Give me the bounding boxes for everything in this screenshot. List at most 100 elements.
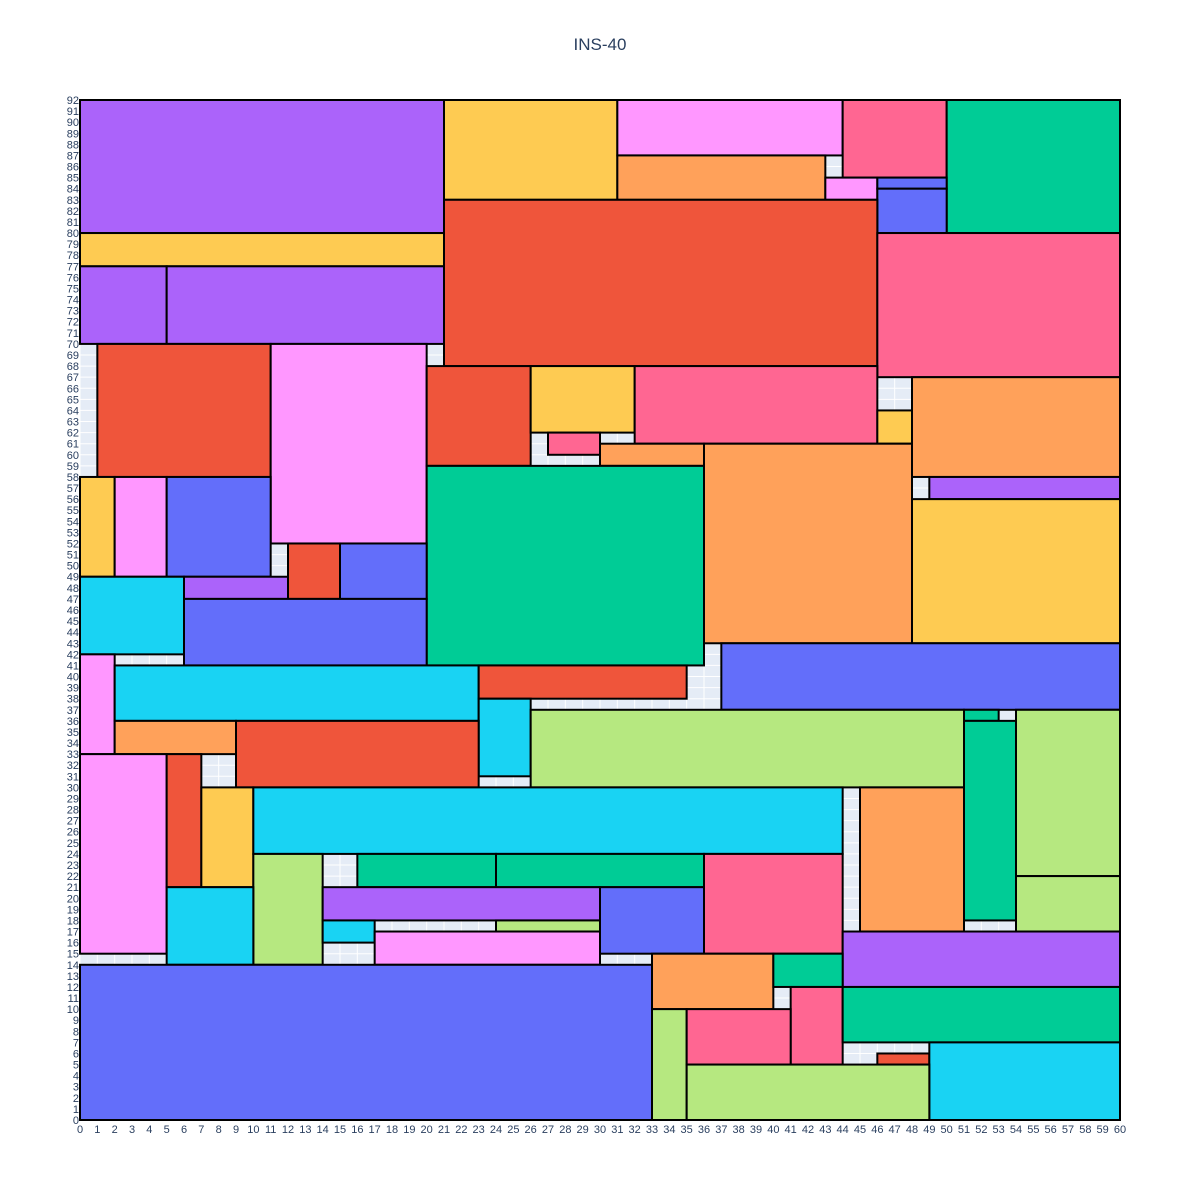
y-tick-label: 23 bbox=[67, 860, 79, 872]
x-tick-label: 14 bbox=[317, 1124, 329, 1136]
rectangle-39 bbox=[477, 697, 532, 778]
y-tick-label: 1 bbox=[73, 1104, 79, 1116]
x-tick-label: 53 bbox=[993, 1124, 1005, 1136]
rectangle-8 bbox=[876, 187, 948, 235]
x-tick-label: 30 bbox=[594, 1124, 606, 1136]
y-tick-label: 90 bbox=[67, 117, 79, 129]
y-tick-label: 65 bbox=[67, 394, 79, 406]
rectangle-35 bbox=[720, 642, 1121, 711]
y-tick-label: 5 bbox=[73, 1060, 79, 1072]
y-tick-label: 64 bbox=[67, 405, 79, 417]
x-tick-label: 52 bbox=[975, 1124, 987, 1136]
rectangle-62 bbox=[841, 930, 1122, 988]
y-tick-label: 81 bbox=[67, 217, 79, 229]
rectangle-30 bbox=[287, 542, 341, 600]
y-tick-label: 4 bbox=[73, 1071, 79, 1083]
y-tick-label: 62 bbox=[67, 428, 79, 440]
rectangle-49 bbox=[252, 786, 844, 855]
rectangle-20 bbox=[876, 409, 913, 445]
rectangle-15 bbox=[269, 342, 428, 545]
y-tick-label: 92 bbox=[67, 95, 79, 107]
rectangle-22 bbox=[599, 442, 705, 467]
rectangle-3 bbox=[841, 99, 948, 179]
rectangle-2 bbox=[616, 99, 844, 157]
rectangle-18 bbox=[633, 365, 879, 445]
rectangle-40 bbox=[529, 708, 966, 789]
rectangle-47 bbox=[165, 753, 203, 889]
x-tick-label: 38 bbox=[733, 1124, 745, 1136]
y-tick-label: 10 bbox=[67, 1004, 79, 1016]
y-tick-label: 74 bbox=[67, 295, 79, 307]
x-tick-label: 60 bbox=[1114, 1124, 1126, 1136]
y-tick-label: 71 bbox=[67, 328, 79, 340]
x-tick-label: 50 bbox=[941, 1124, 953, 1136]
y-tick-label: 72 bbox=[67, 317, 79, 329]
y-tick-label: 57 bbox=[67, 483, 79, 495]
rectangle-36 bbox=[79, 653, 116, 756]
rectangle-45 bbox=[963, 719, 1017, 922]
y-tick-label: 73 bbox=[67, 306, 79, 318]
x-tick-label: 22 bbox=[455, 1124, 467, 1136]
y-tick-label: 17 bbox=[67, 927, 79, 939]
y-tick-label: 78 bbox=[67, 250, 79, 262]
y-tick-label: 3 bbox=[73, 1082, 79, 1094]
rectangle-14 bbox=[96, 342, 272, 478]
rectangle-29 bbox=[165, 475, 272, 578]
rectangle-42 bbox=[1015, 708, 1121, 878]
x-tick-label: 37 bbox=[715, 1124, 727, 1136]
y-tick-label: 33 bbox=[67, 749, 79, 761]
x-tick-label: 5 bbox=[164, 1124, 170, 1136]
rectangle-71 bbox=[928, 1041, 1121, 1122]
x-tick-label: 42 bbox=[802, 1124, 814, 1136]
x-tick-label: 17 bbox=[369, 1124, 381, 1136]
x-tick-label: 26 bbox=[525, 1124, 537, 1136]
y-tick-label: 36 bbox=[67, 716, 79, 728]
rectangle-72 bbox=[685, 1063, 931, 1121]
x-tick-label: 21 bbox=[438, 1124, 450, 1136]
rectangle-16 bbox=[425, 365, 532, 467]
y-tick-label: 24 bbox=[67, 849, 79, 861]
y-tick-label: 75 bbox=[67, 283, 79, 295]
x-tick-label: 54 bbox=[1010, 1124, 1022, 1136]
x-tick-label: 57 bbox=[1062, 1124, 1074, 1136]
rectangle-70 bbox=[876, 1052, 931, 1066]
x-tick-label: 4 bbox=[146, 1124, 152, 1136]
rectangle-64 bbox=[651, 952, 775, 1011]
x-tick-label: 41 bbox=[785, 1124, 797, 1136]
y-tick-label: 26 bbox=[67, 827, 79, 839]
y-tick-label: 6 bbox=[73, 1048, 79, 1060]
y-tick-label: 80 bbox=[67, 228, 79, 240]
rectangle-46 bbox=[79, 753, 168, 955]
x-tick-label: 15 bbox=[334, 1124, 346, 1136]
rectangle-11 bbox=[876, 232, 1121, 379]
x-tick-label: 31 bbox=[611, 1124, 623, 1136]
x-tick-label: 12 bbox=[282, 1124, 294, 1136]
y-tick-label: 56 bbox=[67, 494, 79, 506]
x-tick-label: 45 bbox=[854, 1124, 866, 1136]
y-tick-label: 55 bbox=[67, 505, 79, 517]
x-tick-label: 39 bbox=[750, 1124, 762, 1136]
y-tick-label: 32 bbox=[67, 760, 79, 772]
rectangle-28 bbox=[113, 475, 168, 578]
rectangle-67 bbox=[841, 985, 1122, 1044]
y-tick-label: 48 bbox=[67, 583, 79, 595]
y-tick-label: 60 bbox=[67, 450, 79, 462]
rectangle-26 bbox=[911, 498, 1121, 645]
x-tick-label: 8 bbox=[216, 1124, 222, 1136]
x-tick-label: 59 bbox=[1097, 1124, 1109, 1136]
rectangle-31 bbox=[339, 542, 428, 600]
y-tick-label: 42 bbox=[67, 649, 79, 661]
rectangle-12 bbox=[79, 265, 168, 345]
y-tick-label: 40 bbox=[67, 672, 79, 684]
y-tick-label: 38 bbox=[67, 694, 79, 706]
rectangle-41 bbox=[963, 708, 1000, 722]
rectangle-44 bbox=[235, 719, 480, 789]
y-tick-label: 88 bbox=[67, 139, 79, 151]
y-tick-label: 83 bbox=[67, 195, 79, 207]
y-tick-label: 70 bbox=[67, 339, 79, 351]
y-tick-label: 46 bbox=[67, 605, 79, 617]
rectangle-43 bbox=[113, 719, 237, 756]
rectangle-57 bbox=[321, 886, 601, 922]
x-tick-label: 10 bbox=[247, 1124, 259, 1136]
